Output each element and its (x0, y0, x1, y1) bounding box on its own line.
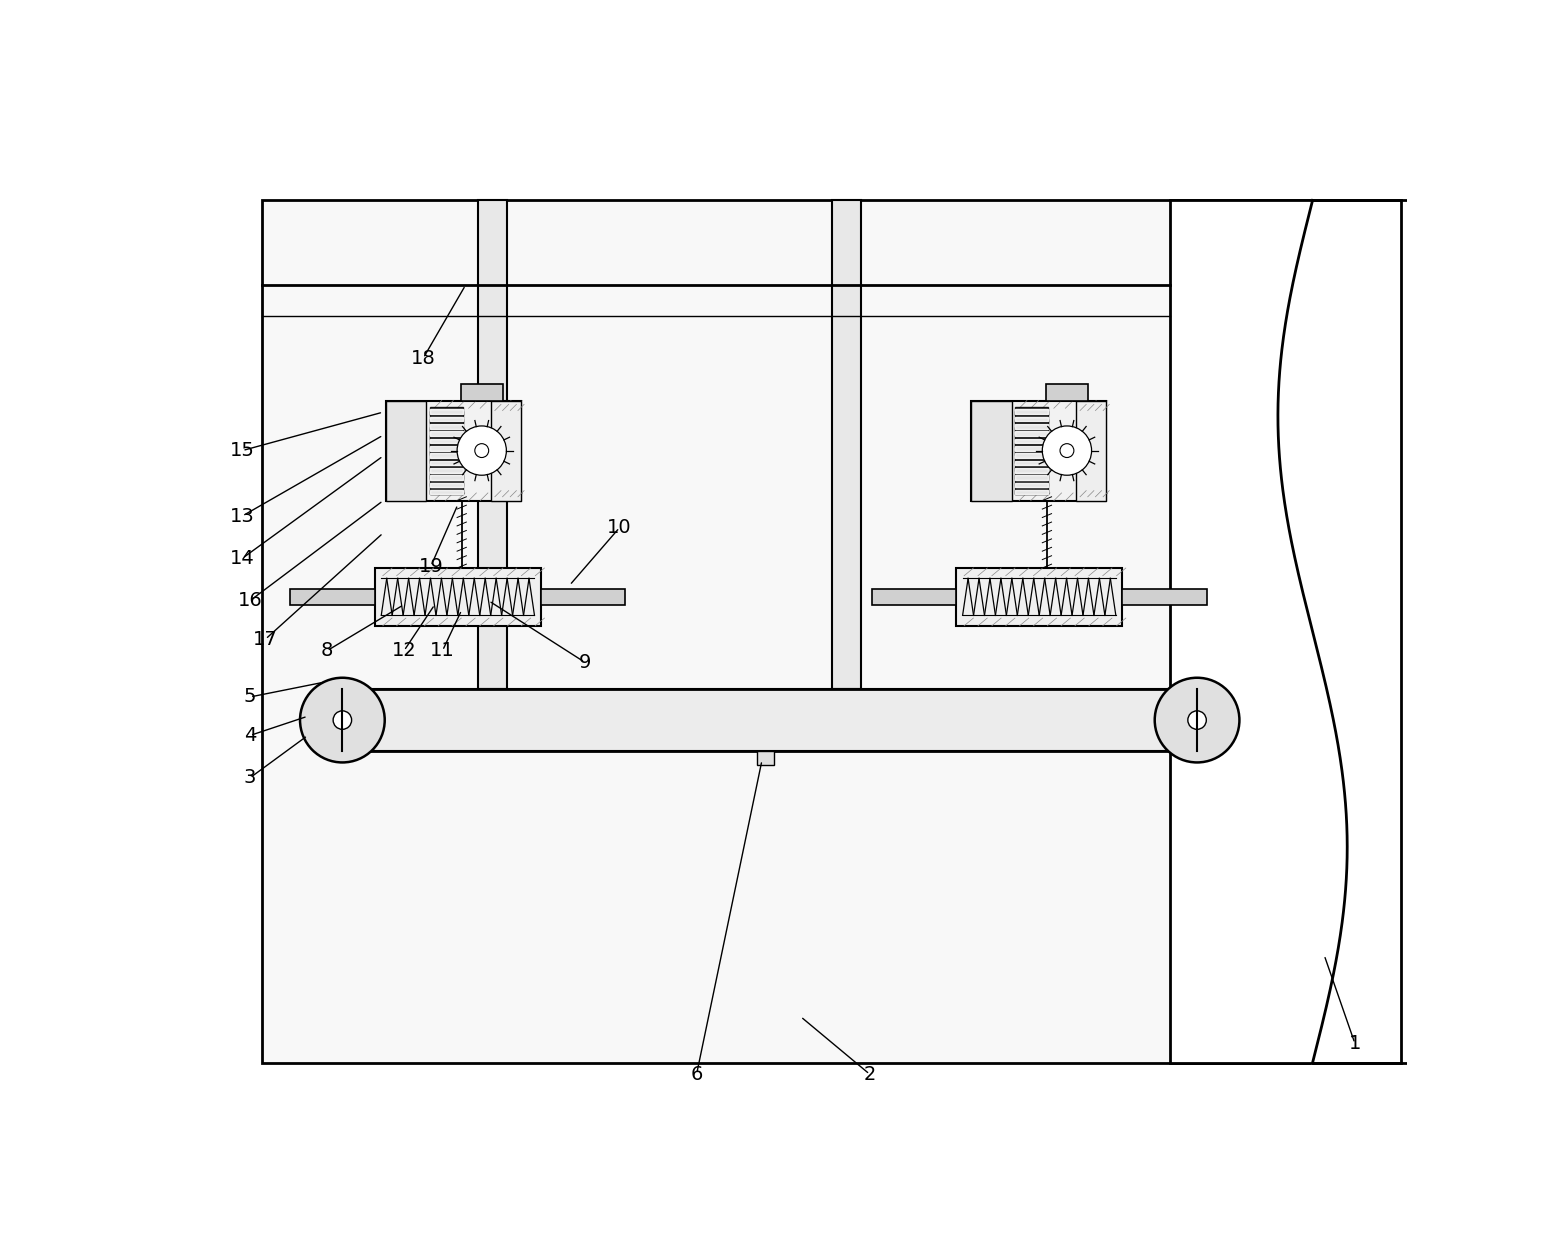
Polygon shape (430, 491, 463, 495)
Polygon shape (430, 459, 463, 462)
Bar (971, 400, 1105, 501)
Text: 17: 17 (252, 629, 278, 649)
Text: 19: 19 (419, 557, 444, 576)
Bar (461, 384, 503, 400)
Bar (491, 400, 521, 501)
Polygon shape (1016, 466, 1049, 471)
Circle shape (1043, 426, 1091, 475)
Bar (262, 201, 1309, 1063)
Circle shape (475, 444, 489, 457)
Polygon shape (1016, 482, 1049, 486)
Polygon shape (430, 439, 463, 444)
Bar (757, 751, 775, 765)
Polygon shape (1016, 416, 1049, 421)
Text: 18: 18 (411, 349, 436, 368)
Polygon shape (1016, 482, 1049, 487)
Text: 3: 3 (243, 769, 256, 787)
Bar (386, 400, 426, 501)
Text: 8: 8 (321, 642, 332, 660)
Polygon shape (1016, 459, 1049, 462)
Polygon shape (430, 419, 463, 422)
Polygon shape (430, 435, 463, 439)
Bar (956, 568, 1123, 625)
Bar (386, 400, 521, 501)
Polygon shape (1016, 451, 1049, 455)
Text: 1: 1 (1348, 1034, 1361, 1053)
Circle shape (332, 711, 351, 729)
Text: 12: 12 (392, 642, 417, 660)
Text: 14: 14 (230, 549, 254, 568)
Polygon shape (1016, 475, 1049, 478)
Bar (1046, 384, 1088, 400)
Circle shape (1060, 444, 1074, 457)
Bar (971, 400, 1011, 501)
Text: 2: 2 (864, 1065, 877, 1084)
Polygon shape (430, 468, 463, 472)
Polygon shape (430, 416, 463, 421)
Text: 6: 6 (690, 1065, 702, 1084)
Polygon shape (1016, 468, 1049, 472)
Bar (375, 568, 541, 625)
Polygon shape (1016, 431, 1049, 436)
Bar (1076, 400, 1105, 501)
Circle shape (1154, 678, 1239, 763)
Polygon shape (430, 424, 463, 429)
Polygon shape (430, 482, 463, 486)
Bar (872, 589, 956, 604)
Polygon shape (1016, 435, 1049, 439)
Polygon shape (1016, 424, 1049, 429)
Bar (833, 201, 861, 689)
Bar (290, 589, 375, 604)
Polygon shape (1016, 490, 1049, 495)
Text: 5: 5 (243, 688, 256, 706)
Text: 9: 9 (579, 653, 591, 672)
Polygon shape (1016, 446, 1049, 451)
Circle shape (1189, 711, 1206, 729)
Polygon shape (430, 475, 463, 478)
Polygon shape (430, 442, 463, 446)
Polygon shape (430, 446, 463, 451)
Polygon shape (1016, 439, 1049, 444)
Text: 10: 10 (607, 518, 632, 537)
Bar (342, 689, 1196, 751)
Polygon shape (430, 411, 463, 415)
Circle shape (458, 426, 506, 475)
Polygon shape (1016, 426, 1049, 431)
Bar (541, 589, 626, 604)
Polygon shape (430, 451, 463, 455)
Text: 13: 13 (230, 507, 254, 526)
Polygon shape (1016, 411, 1049, 415)
Bar (1170, 201, 1402, 1063)
Polygon shape (430, 466, 463, 471)
Polygon shape (430, 482, 463, 487)
Text: 15: 15 (230, 441, 254, 460)
Circle shape (299, 678, 384, 763)
Polygon shape (430, 406, 463, 495)
Polygon shape (1016, 442, 1049, 446)
Polygon shape (1016, 454, 1049, 457)
Polygon shape (1016, 475, 1049, 480)
Bar (1123, 589, 1207, 604)
Polygon shape (430, 410, 463, 414)
Polygon shape (430, 475, 463, 480)
Polygon shape (1016, 461, 1049, 465)
Bar (478, 201, 506, 689)
Polygon shape (1016, 491, 1049, 495)
Text: 4: 4 (243, 726, 256, 745)
Polygon shape (430, 490, 463, 495)
Text: 16: 16 (238, 592, 262, 611)
Polygon shape (1016, 419, 1049, 422)
Polygon shape (1016, 406, 1049, 495)
Polygon shape (1016, 410, 1049, 414)
Text: 11: 11 (430, 642, 455, 660)
Polygon shape (430, 431, 463, 436)
Polygon shape (430, 454, 463, 457)
Polygon shape (430, 461, 463, 465)
Polygon shape (430, 426, 463, 431)
